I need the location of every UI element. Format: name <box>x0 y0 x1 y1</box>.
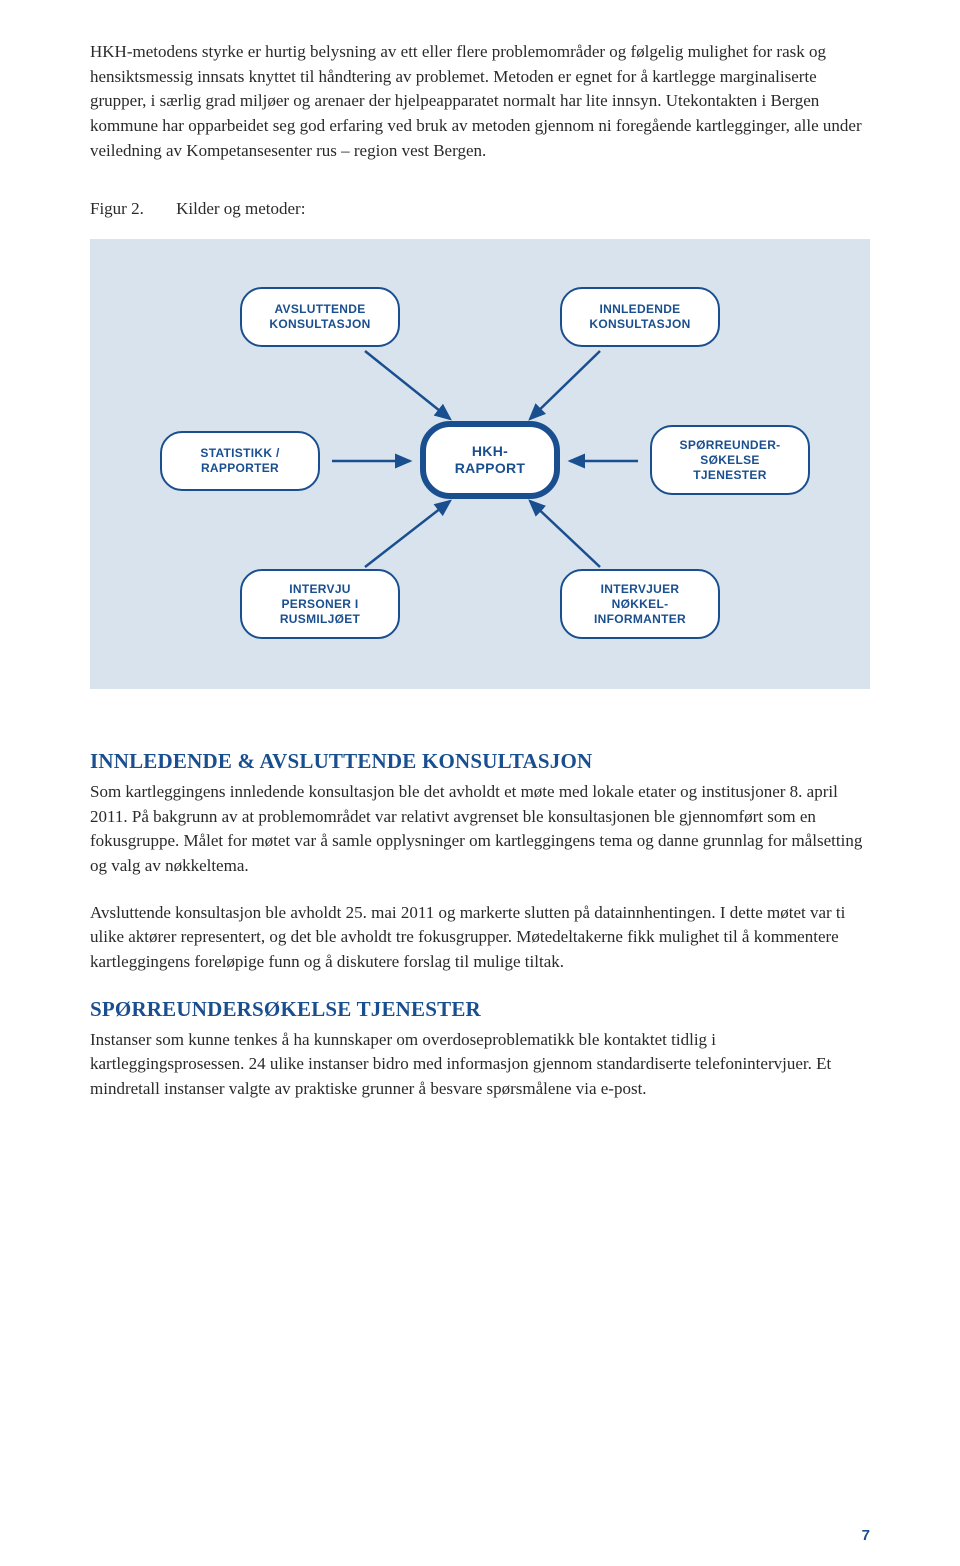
node-label: SPØRREUNDER- SØKELSE TJENESTER <box>680 438 781 483</box>
section-heading-konsultasjon: INNLEDENDE & AVSLUTTENDE KONSULTASJON <box>90 749 870 774</box>
methods-diagram: AVSLUTTENDE KONSULTASJON INNLEDENDE KONS… <box>90 239 870 689</box>
node-innledende-konsultasjon: INNLEDENDE KONSULTASJON <box>560 287 720 347</box>
node-avsluttende-konsultasjon: AVSLUTTENDE KONSULTASJON <box>240 287 400 347</box>
node-intervju-rusmiljoet: INTERVJU PERSONER I RUSMILJØET <box>240 569 400 639</box>
node-label: AVSLUTTENDE KONSULTASJON <box>269 302 370 332</box>
intro-paragraph: HKH-metodens styrke er hurtig belysning … <box>90 40 870 163</box>
node-sporreundersokelse: SPØRREUNDER- SØKELSE TJENESTER <box>650 425 810 495</box>
node-hkh-rapport: HKH- RAPPORT <box>420 421 560 499</box>
node-intervjuer-nokkelinformanter: INTERVJUER NØKKEL- INFORMANTER <box>560 569 720 639</box>
section-heading-tjenester: SPØRREUNDERSØKELSE TJENESTER <box>90 997 870 1022</box>
node-statistikk-rapporter: STATISTIKK / RAPPORTER <box>160 431 320 491</box>
section1-p1: Som kartleggingens innledende konsultasj… <box>90 780 870 879</box>
page-number: 7 <box>862 1527 870 1544</box>
node-label: INNLEDENDE KONSULTASJON <box>589 302 690 332</box>
node-label: STATISTIKK / RAPPORTER <box>200 446 279 476</box>
section2-p1: Instanser som kunne tenkes å ha kunnskap… <box>90 1028 870 1102</box>
figure-label: Figur 2. Kilder og metoder: <box>90 199 870 219</box>
node-label: INTERVJUER NØKKEL- INFORMANTER <box>594 582 686 627</box>
section1-p2: Avsluttende konsultasjon ble avholdt 25.… <box>90 901 870 975</box>
figure-caption: Kilder og metoder: <box>176 199 305 218</box>
figure-number: Figur 2. <box>90 199 144 218</box>
node-label: INTERVJU PERSONER I RUSMILJØET <box>280 582 360 627</box>
node-label: HKH- RAPPORT <box>455 443 526 478</box>
